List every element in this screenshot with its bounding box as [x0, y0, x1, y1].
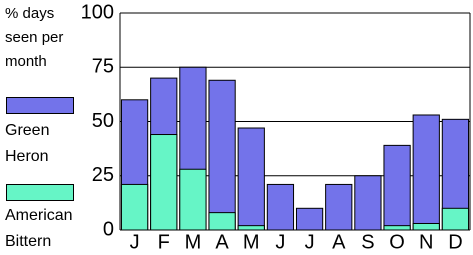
x-tick-label: M — [243, 231, 260, 252]
legend-swatch — [6, 97, 74, 114]
bar — [442, 208, 468, 230]
bar — [384, 145, 410, 230]
bar — [355, 176, 381, 230]
chart: 0255075100JFMAMJJASOND % days seen per m… — [0, 0, 473, 252]
x-tick-label: A — [215, 231, 229, 252]
bar — [238, 128, 264, 230]
y-tick-label: 25 — [92, 164, 114, 186]
bar — [121, 184, 147, 230]
bar — [384, 226, 410, 230]
bar — [267, 184, 293, 230]
bar — [209, 213, 235, 230]
x-tick-label: J — [130, 231, 140, 252]
x-tick-label: J — [275, 231, 285, 252]
bar — [209, 80, 235, 230]
bar — [180, 169, 206, 230]
y-tick-label: 0 — [103, 218, 114, 240]
x-tick-label: S — [361, 231, 374, 252]
legend-label: American Bittern — [5, 203, 65, 255]
bar — [413, 223, 439, 230]
legend-swatch — [6, 184, 74, 201]
bar — [296, 208, 322, 230]
x-tick-label: J — [305, 231, 315, 252]
bar — [413, 115, 439, 230]
x-tick-label: A — [332, 231, 346, 252]
y-tick-label: 50 — [92, 110, 114, 132]
x-tick-label: M — [185, 231, 202, 252]
bar — [151, 135, 177, 230]
x-tick-label: O — [389, 231, 405, 252]
bar — [238, 226, 264, 230]
chart-title: % days seen per month — [5, 2, 80, 74]
bar — [326, 184, 352, 230]
x-tick-label: D — [448, 231, 462, 252]
x-tick-label: F — [158, 231, 170, 252]
legend-label: Green Heron — [5, 118, 65, 170]
y-tick-label: 100 — [81, 1, 114, 23]
x-tick-label: N — [419, 231, 433, 252]
y-tick-label: 75 — [92, 56, 114, 78]
